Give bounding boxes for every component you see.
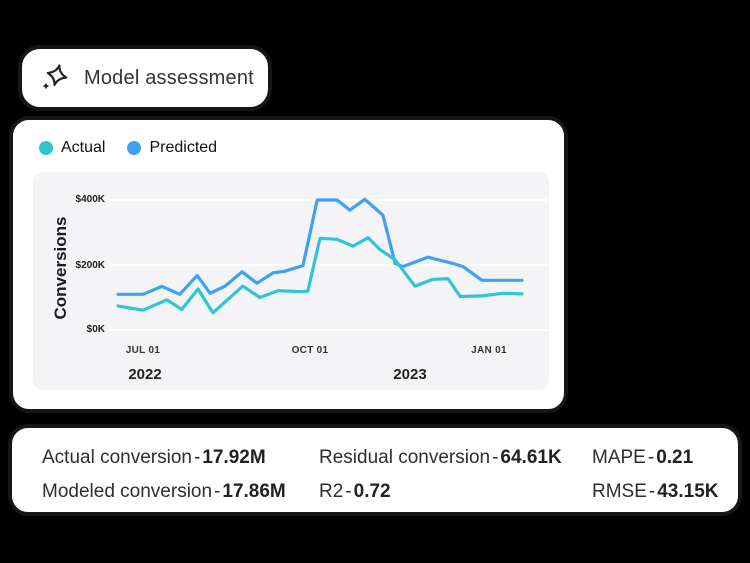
model-assessment-chart-card: Actual Predicted Conversions $400K $200K…	[9, 116, 568, 413]
x-tick-oct01: OCT 01	[291, 345, 329, 356]
metric-residual-conversion: Residual conversion -64.61K	[319, 447, 562, 468]
x-year-2022: 2022	[128, 366, 162, 383]
legend-label-predicted: Predicted	[149, 139, 218, 156]
y-tick-200k: $200K	[75, 260, 105, 271]
metric-value: 64.61K	[500, 447, 562, 468]
x-year-2023: 2023	[393, 366, 427, 383]
metric-r2: R2-0.72	[319, 481, 391, 502]
metric-modeled-conversion: Modeled conversion -17.86M	[42, 481, 286, 502]
y-tick-0k: $0K	[86, 324, 105, 335]
metric-value: 0.21	[656, 447, 694, 468]
model-metrics-card: Actual conversion -17.92M Modeled convers…	[8, 424, 742, 516]
legend-item-actual[interactable]: Actual	[39, 139, 105, 157]
conversions-line-chart: Conversions $400K $200K $0K JUL 01 OCT 0…	[33, 172, 549, 390]
metrics-column-2: Residual conversion -64.61K R2-0.72	[319, 441, 592, 512]
metric-value: 17.86M	[222, 481, 286, 502]
actual-series-dot-icon	[39, 141, 53, 155]
x-tick-jul01: JUL 01	[125, 345, 161, 356]
legend-item-predicted[interactable]: Predicted	[127, 139, 217, 157]
chart-plot-area	[109, 197, 547, 331]
legend-label-actual: Actual	[61, 139, 106, 156]
predicted-series-dot-icon	[127, 141, 142, 155]
x-tick-jan01: JAN 01	[471, 345, 507, 356]
metrics-column-1: Actual conversion -17.92M Modeled convers…	[42, 441, 319, 512]
metric-actual-conversion: Actual conversion -17.92M	[42, 447, 266, 468]
metrics-column-3: MAPE -0.21 RMSE -43.15K	[592, 441, 738, 512]
chart-legend: Actual Predicted	[39, 139, 564, 157]
model-assessment-chip[interactable]: Model assessment	[18, 45, 272, 111]
metric-value: 17.92M	[202, 447, 266, 468]
metric-mape: MAPE -0.21	[592, 447, 694, 468]
metric-rmse: RMSE -43.15K	[592, 481, 719, 502]
metric-value: 43.15K	[657, 481, 719, 502]
metric-value: 0.72	[353, 481, 391, 502]
page-title: Model assessment	[84, 66, 254, 89]
sparkle-icon	[39, 62, 71, 94]
y-tick-400k: $400K	[75, 194, 105, 205]
